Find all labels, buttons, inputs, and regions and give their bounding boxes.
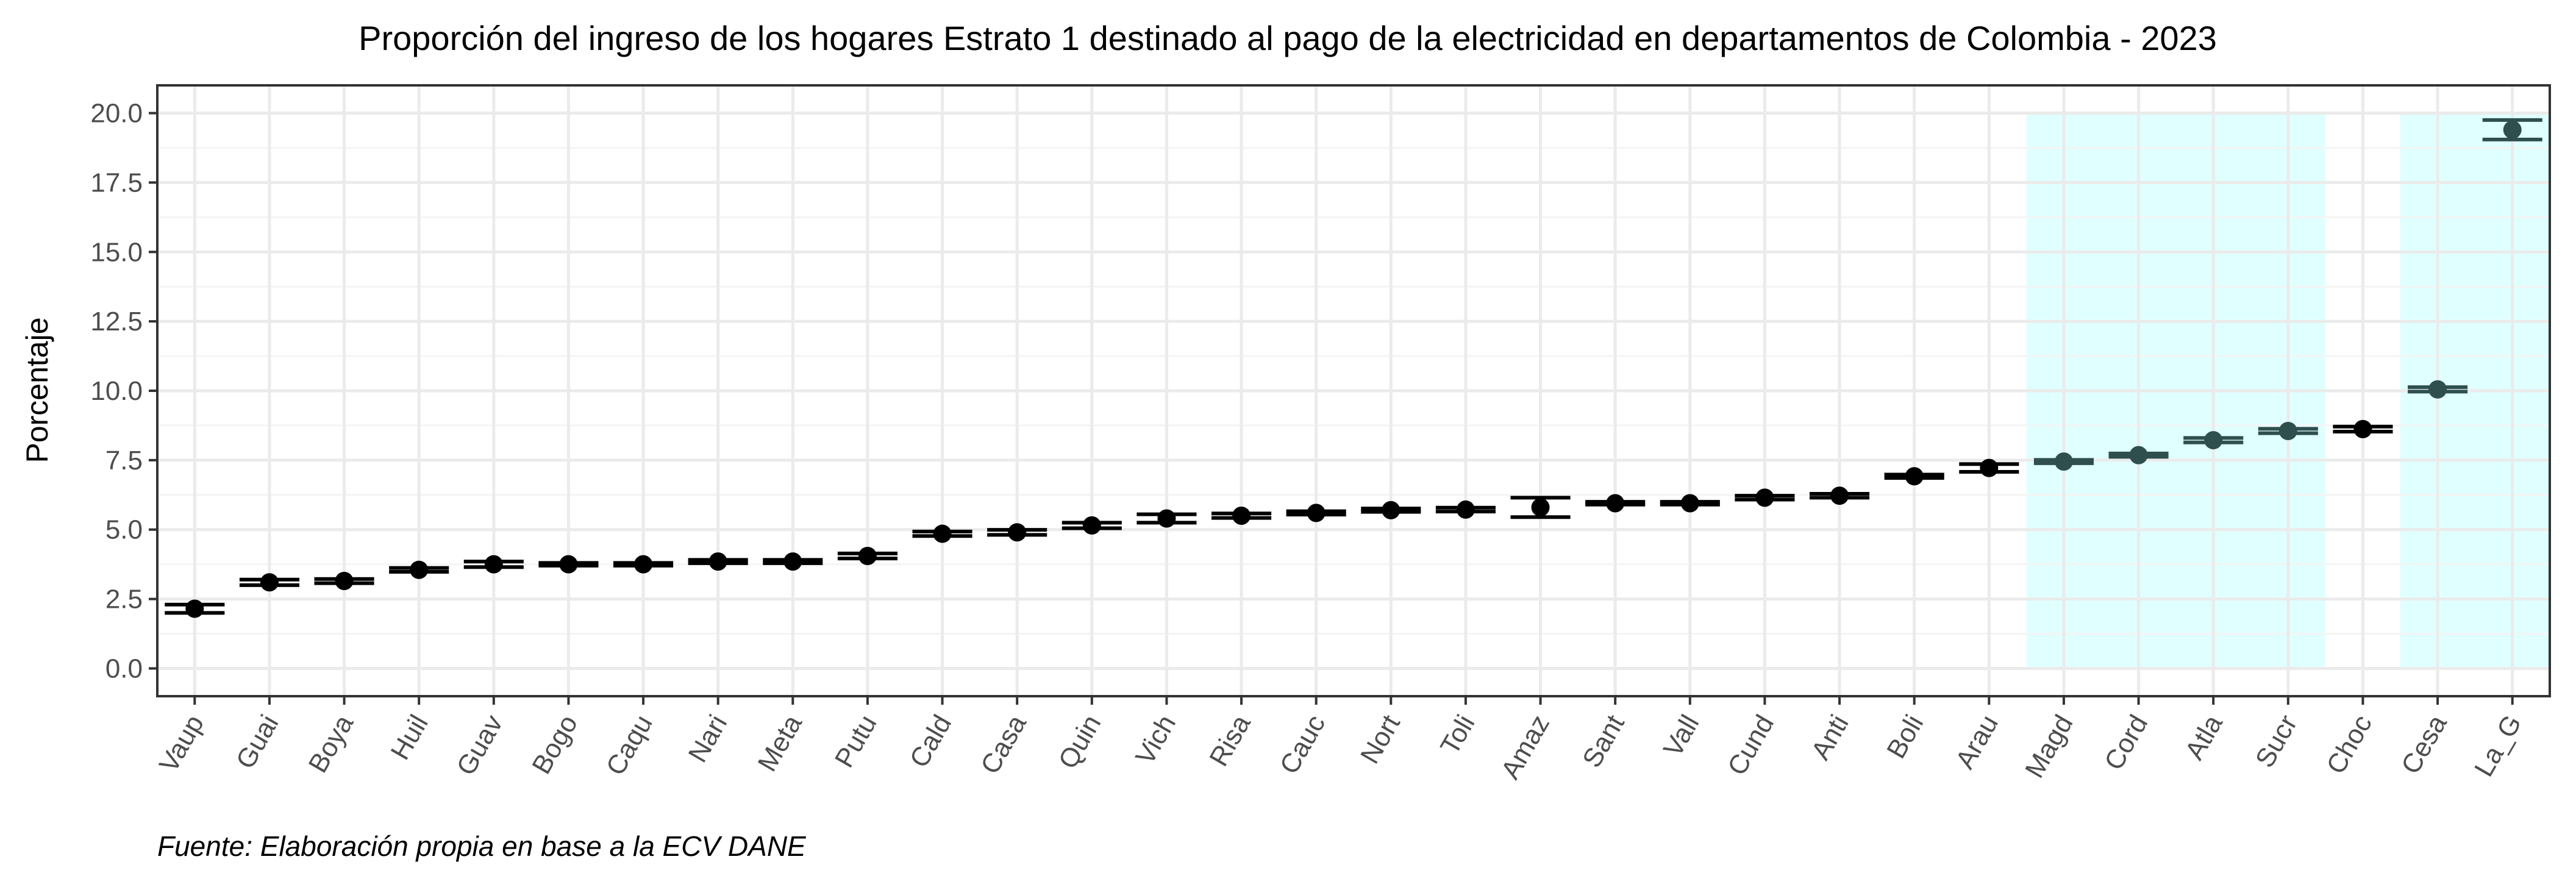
x-tick-label-Cauc: Cauc <box>1274 710 1332 779</box>
point-Vich <box>1157 509 1176 528</box>
point-Sant <box>1606 494 1625 513</box>
point-Amaz <box>1531 498 1550 517</box>
x-tick-label-Huil: Huil <box>385 710 434 765</box>
point-Choc <box>2353 419 2372 438</box>
y-tick-label: 12.5 <box>90 307 143 337</box>
y-tick-label: 20.0 <box>90 99 143 129</box>
point-Sucr <box>2278 422 2297 441</box>
x-tick-label-Magd: Magd <box>2019 710 2078 783</box>
point-Casa <box>1008 523 1027 542</box>
x-tick-label-Amaz: Amaz <box>1496 710 1556 785</box>
point-Risa <box>1232 506 1251 525</box>
point-Putu <box>858 546 877 565</box>
x-tick-label-Putu: Putu <box>829 710 883 773</box>
point-La_G <box>2503 120 2522 139</box>
x-tick-label-Cund: Cund <box>1722 710 1780 781</box>
chart-title: Proporción del ingreso de los hogares Es… <box>359 19 2217 57</box>
point-Nort <box>1382 500 1400 519</box>
y-tick-label: 0.0 <box>105 654 143 683</box>
point-Quin <box>1082 516 1101 535</box>
point-Atla <box>2204 431 2223 450</box>
x-tick-label-Cord: Cord <box>2099 710 2153 775</box>
y-tick-label: 2.5 <box>105 585 143 614</box>
point-Cauc <box>1307 504 1325 522</box>
point-Boya <box>335 571 354 590</box>
point-Arau <box>1980 458 1999 477</box>
x-tick-label-Risa: Risa <box>1204 710 1257 771</box>
data-marks <box>165 118 2542 618</box>
grid-lines <box>157 85 2550 696</box>
x-tick-label-Bogo: Bogo <box>526 710 583 779</box>
x-tick-label-Vaup: Vaup <box>154 710 210 778</box>
x-tick-label-Sucr: Sucr <box>2250 710 2303 773</box>
x-tick-label-Cesa: Cesa <box>2396 710 2453 779</box>
point-Toli <box>1456 500 1475 519</box>
point-Magd <box>2054 452 2073 471</box>
y-tick-label: 17.5 <box>90 168 143 198</box>
x-tick-label-Guai: Guai <box>230 710 285 774</box>
y-tick-label: 15.0 <box>90 237 143 267</box>
x-tick-label-Nort: Nort <box>1355 710 1406 769</box>
point-Nari <box>708 552 727 571</box>
y-tick-label: 7.5 <box>105 446 143 476</box>
x-tick-label-Vich: Vich <box>1130 710 1182 770</box>
x-tick-label-Meta: Meta <box>752 710 808 777</box>
x-tick-label-Vall: Vall <box>1658 710 1705 762</box>
point-Meta <box>783 552 802 571</box>
x-tick-label-Arau: Arau <box>1950 710 2004 774</box>
x-tick-label-La_G: La_G <box>2469 710 2527 782</box>
x-tick-label-Sant: Sant <box>1577 710 1630 773</box>
x-tick-label-Boya: Boya <box>303 710 360 778</box>
point-Cord <box>2129 446 2148 465</box>
x-tick-label-Guav: Guav <box>451 710 508 781</box>
point-Vall <box>1680 494 1699 513</box>
source-caption: Fuente: Elaboración propia en base a la … <box>157 830 807 862</box>
point-Guav <box>484 555 503 574</box>
point-Boli <box>1905 467 1924 486</box>
point-Vaup <box>185 599 204 618</box>
x-tick-label-Nari: Nari <box>683 710 733 768</box>
x-tick-label-Anti: Anti <box>1805 710 1854 765</box>
x-tick-label-Casa: Casa <box>975 710 1032 779</box>
x-tick-label-Quin: Quin <box>1053 710 1107 774</box>
point-Caqu <box>634 555 653 574</box>
x-tick-label-Choc: Choc <box>2321 710 2378 779</box>
y-axis-label: Porcentaje <box>20 317 54 463</box>
point-Cesa <box>2428 380 2447 399</box>
y-tick-label: 5.0 <box>105 515 143 545</box>
point-Huil <box>410 560 429 579</box>
x-tick-label-Caqu: Caqu <box>601 710 658 781</box>
x-tick-label-Boli: Boli <box>1881 710 1929 764</box>
x-tick-label-Toli: Toli <box>1435 710 1480 760</box>
point-Anti <box>1830 486 1849 505</box>
point-Cund <box>1755 488 1774 507</box>
x-tick-label-Cald: Cald <box>904 710 958 773</box>
point-Bogo <box>559 555 578 574</box>
point-Cald <box>933 524 952 543</box>
x-tick-label-Atla: Atla <box>2179 710 2228 765</box>
y-tick-label: 10.0 <box>90 376 143 406</box>
point-Guai <box>260 573 279 592</box>
